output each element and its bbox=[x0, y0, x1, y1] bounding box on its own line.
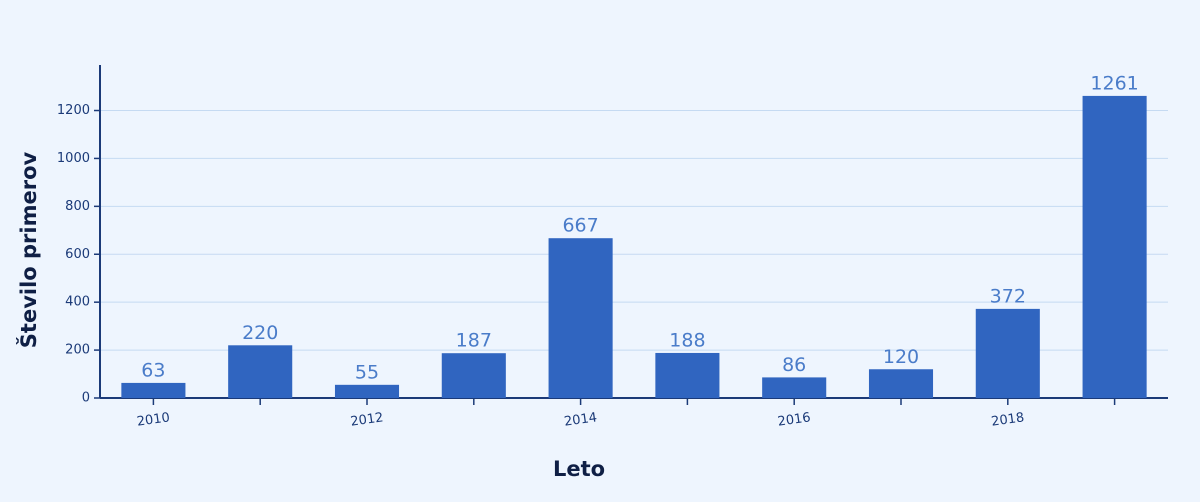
bar bbox=[334, 384, 400, 398]
bar bbox=[655, 352, 720, 398]
data-label: 188 bbox=[669, 329, 705, 351]
y-tick-label: 200 bbox=[65, 343, 90, 358]
data-label: 86 bbox=[782, 354, 806, 376]
data-label: 187 bbox=[456, 330, 492, 352]
data-label: 120 bbox=[883, 346, 919, 368]
y-tick-label: 1000 bbox=[57, 151, 90, 166]
bar bbox=[762, 377, 827, 398]
data-label: 372 bbox=[990, 285, 1026, 307]
y-tick-label: 0 bbox=[82, 391, 90, 406]
y-tick-label: 1200 bbox=[57, 103, 90, 118]
data-label: 667 bbox=[562, 215, 598, 237]
x-axis-title: Leto bbox=[553, 457, 605, 481]
x-tick-label: 2014 bbox=[563, 410, 598, 429]
bar bbox=[441, 353, 506, 398]
y-tick-label: 600 bbox=[65, 247, 90, 262]
bar bbox=[228, 345, 293, 398]
bar bbox=[868, 369, 934, 398]
bar bbox=[1082, 95, 1147, 398]
y-axis-title: Število primerov bbox=[16, 151, 41, 348]
x-tick-label: 2010 bbox=[136, 410, 171, 429]
bar bbox=[548, 238, 613, 398]
bar bbox=[975, 308, 1040, 398]
data-label: 63 bbox=[141, 359, 165, 381]
y-tick-label: 400 bbox=[65, 295, 90, 310]
x-tick-label: 2018 bbox=[990, 410, 1025, 429]
data-label: 220 bbox=[242, 322, 278, 344]
x-tick-label: 2012 bbox=[350, 410, 385, 429]
data-label: 55 bbox=[355, 361, 379, 383]
bar bbox=[121, 382, 186, 398]
data-label: 1261 bbox=[1090, 72, 1138, 94]
y-tick-label: 800 bbox=[65, 199, 90, 214]
x-tick-label: 2016 bbox=[777, 410, 812, 429]
